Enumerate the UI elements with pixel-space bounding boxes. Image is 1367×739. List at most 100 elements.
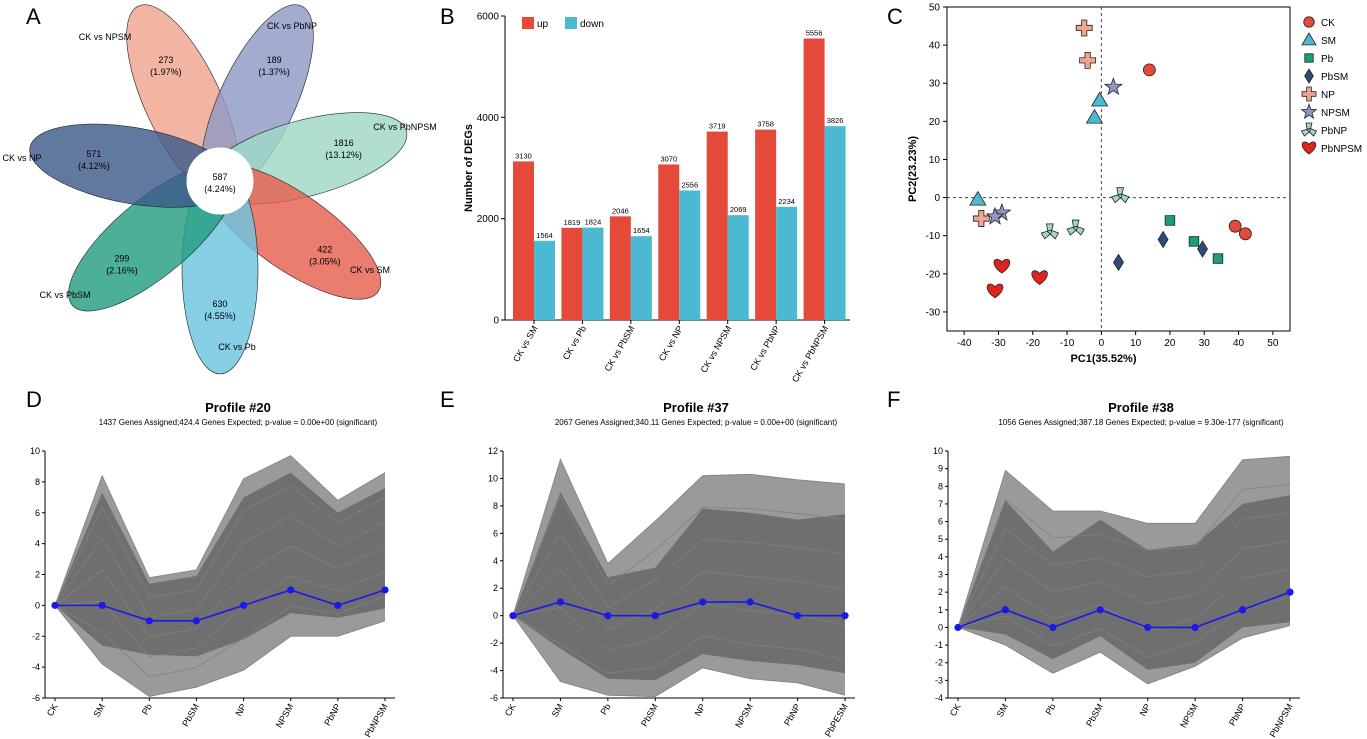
y-tick-label: 20 bbox=[929, 117, 941, 128]
model-profile-line bbox=[512, 601, 845, 617]
y-tick-label: -30 bbox=[926, 307, 941, 318]
x-tick-label: 50 bbox=[1267, 338, 1279, 349]
model-profile-point bbox=[1191, 623, 1199, 632]
x-tick-label: SM bbox=[995, 702, 1010, 719]
gene-profile-line bbox=[512, 615, 846, 674]
panel-label-f: F bbox=[887, 387, 900, 412]
pca-point bbox=[1197, 240, 1208, 258]
x-tick-label: NPSM bbox=[1178, 702, 1200, 730]
x-tick-label: -40 bbox=[957, 338, 972, 349]
y-tick-label: 4 bbox=[493, 556, 498, 566]
x-tick-label: PbSM bbox=[639, 702, 660, 728]
gene-profile-line bbox=[512, 603, 846, 652]
venn-petal-name: CK vs PbNP bbox=[267, 21, 317, 31]
bar-value-label: 2556 bbox=[681, 180, 698, 189]
x-tick-label: CK vs PbNPSM bbox=[790, 324, 830, 384]
x-tick-label: 0 bbox=[1099, 338, 1105, 349]
y-tick-label: -6 bbox=[32, 693, 40, 703]
y-tick-label: 2 bbox=[493, 583, 498, 593]
x-tick-label: CK vs NP bbox=[657, 324, 685, 363]
pca-point bbox=[1157, 230, 1169, 249]
legend-marker bbox=[1300, 103, 1318, 120]
venn-petal-name: CK vs PbNPSM bbox=[373, 122, 437, 132]
y-tick-label: -1 bbox=[935, 640, 943, 650]
y-tick-label: 7 bbox=[938, 499, 943, 509]
profile-chart-d: Profile #20 1437 Genes Assigned;424.4 Gen… bbox=[30, 400, 395, 739]
bar bbox=[513, 161, 534, 320]
model-profile-point bbox=[381, 586, 389, 594]
x-tick-label: PbSM bbox=[1084, 702, 1105, 728]
venn-petal-name: CK vs SM bbox=[350, 265, 390, 275]
bar-value-label: 1824 bbox=[585, 218, 602, 227]
model-profile-point bbox=[287, 586, 295, 594]
legend-marker bbox=[1303, 16, 1315, 28]
gene-profile-line bbox=[54, 545, 386, 638]
bar bbox=[679, 190, 701, 320]
model-profile-point bbox=[793, 612, 802, 620]
x-tick-label: Pb bbox=[140, 702, 154, 717]
pca-point bbox=[1239, 227, 1252, 241]
venn-petal-percent: (13.12%) bbox=[325, 150, 362, 160]
gene-profile-line bbox=[54, 571, 386, 658]
gene-profile-line bbox=[54, 485, 386, 606]
x-tick-label: PbPESM bbox=[823, 702, 850, 739]
legend-marker bbox=[1304, 53, 1314, 63]
y-tick-label: 8 bbox=[938, 481, 943, 491]
gene-profile-line bbox=[54, 515, 386, 618]
model-profile-point bbox=[192, 617, 201, 625]
model-profile-point bbox=[746, 598, 754, 606]
gene-profile-line bbox=[957, 625, 1291, 685]
y-axis-title: PC2(23.23%) bbox=[907, 136, 919, 202]
y-tick-label: 4 bbox=[35, 539, 40, 549]
y-tick-label: 8 bbox=[493, 501, 498, 511]
panel-label-c: C bbox=[887, 4, 903, 29]
venn-center-count: 587 bbox=[212, 172, 227, 182]
y-tick-label: 30 bbox=[929, 79, 941, 90]
y-tick-label: -20 bbox=[926, 269, 941, 280]
profile-title: Profile #38 bbox=[1108, 400, 1174, 415]
x-tick-label: CK vs PbNP bbox=[748, 324, 782, 372]
y-tick-label: 10 bbox=[933, 446, 943, 456]
y-tick-label: 0 bbox=[934, 193, 940, 204]
pca-point bbox=[986, 283, 1004, 299]
model-profile-point bbox=[1286, 588, 1294, 596]
x-tick-label: SM bbox=[550, 702, 565, 719]
x-tick-label: CK vs SM bbox=[511, 324, 540, 364]
y-axis-title: Number of DEGs bbox=[463, 124, 475, 212]
legend-label: NPSM bbox=[1321, 108, 1350, 119]
x-tick-label: CK bbox=[45, 702, 60, 718]
x-tick-label: PbNP bbox=[322, 702, 342, 727]
venn-diagram: 273 (1.97%) CK vs NPSM 189 (1.37%) CK vs PbNP… bbox=[2, 4, 437, 375]
legend-swatch bbox=[565, 17, 577, 29]
y-tick-label: 0 bbox=[493, 611, 498, 621]
model-profile-point bbox=[145, 617, 153, 625]
pca-point bbox=[1212, 253, 1224, 264]
gene-profile-line bbox=[512, 532, 846, 616]
model-profile-point bbox=[699, 598, 707, 606]
x-tick-label: 10 bbox=[1130, 338, 1142, 349]
y-tick-label: 4 bbox=[938, 552, 943, 562]
y-tick-label: 10 bbox=[929, 155, 941, 166]
profile-title: Profile #37 bbox=[663, 400, 729, 415]
pca-point bbox=[985, 206, 1005, 225]
pca-point bbox=[1103, 77, 1123, 96]
venn-petal-count: 422 bbox=[317, 244, 332, 254]
y-tick-label: 9 bbox=[938, 464, 943, 474]
legend-label: PbNP bbox=[1321, 126, 1347, 137]
bar-value-label: 2234 bbox=[778, 197, 795, 206]
x-tick-label: 20 bbox=[1164, 338, 1176, 349]
gene-profile-core bbox=[958, 495, 1290, 670]
legend-label: down bbox=[580, 19, 604, 30]
deg-bar-chart: 0 2000 4000 6000 Number of DEGs 3130 1564 CK vs… bbox=[463, 12, 850, 384]
gene-profile-line bbox=[512, 615, 846, 698]
model-profile-point bbox=[98, 601, 106, 609]
venn-center-percent: (4.24%) bbox=[204, 184, 236, 194]
profile-chart-e: Profile #37 2067 Genes Assigned;340.11 Ge… bbox=[488, 400, 855, 739]
venn-petal-name: CK vs PbSM bbox=[39, 290, 90, 300]
x-tick-label: NPSM bbox=[274, 702, 296, 730]
pca-point bbox=[1090, 91, 1109, 107]
venn-petal-percent: (1.37%) bbox=[258, 67, 290, 77]
venn-petal-percent: (4.12%) bbox=[78, 161, 110, 171]
y-tick-label: 50 bbox=[929, 3, 941, 14]
y-tick-label: 40 bbox=[929, 41, 941, 52]
